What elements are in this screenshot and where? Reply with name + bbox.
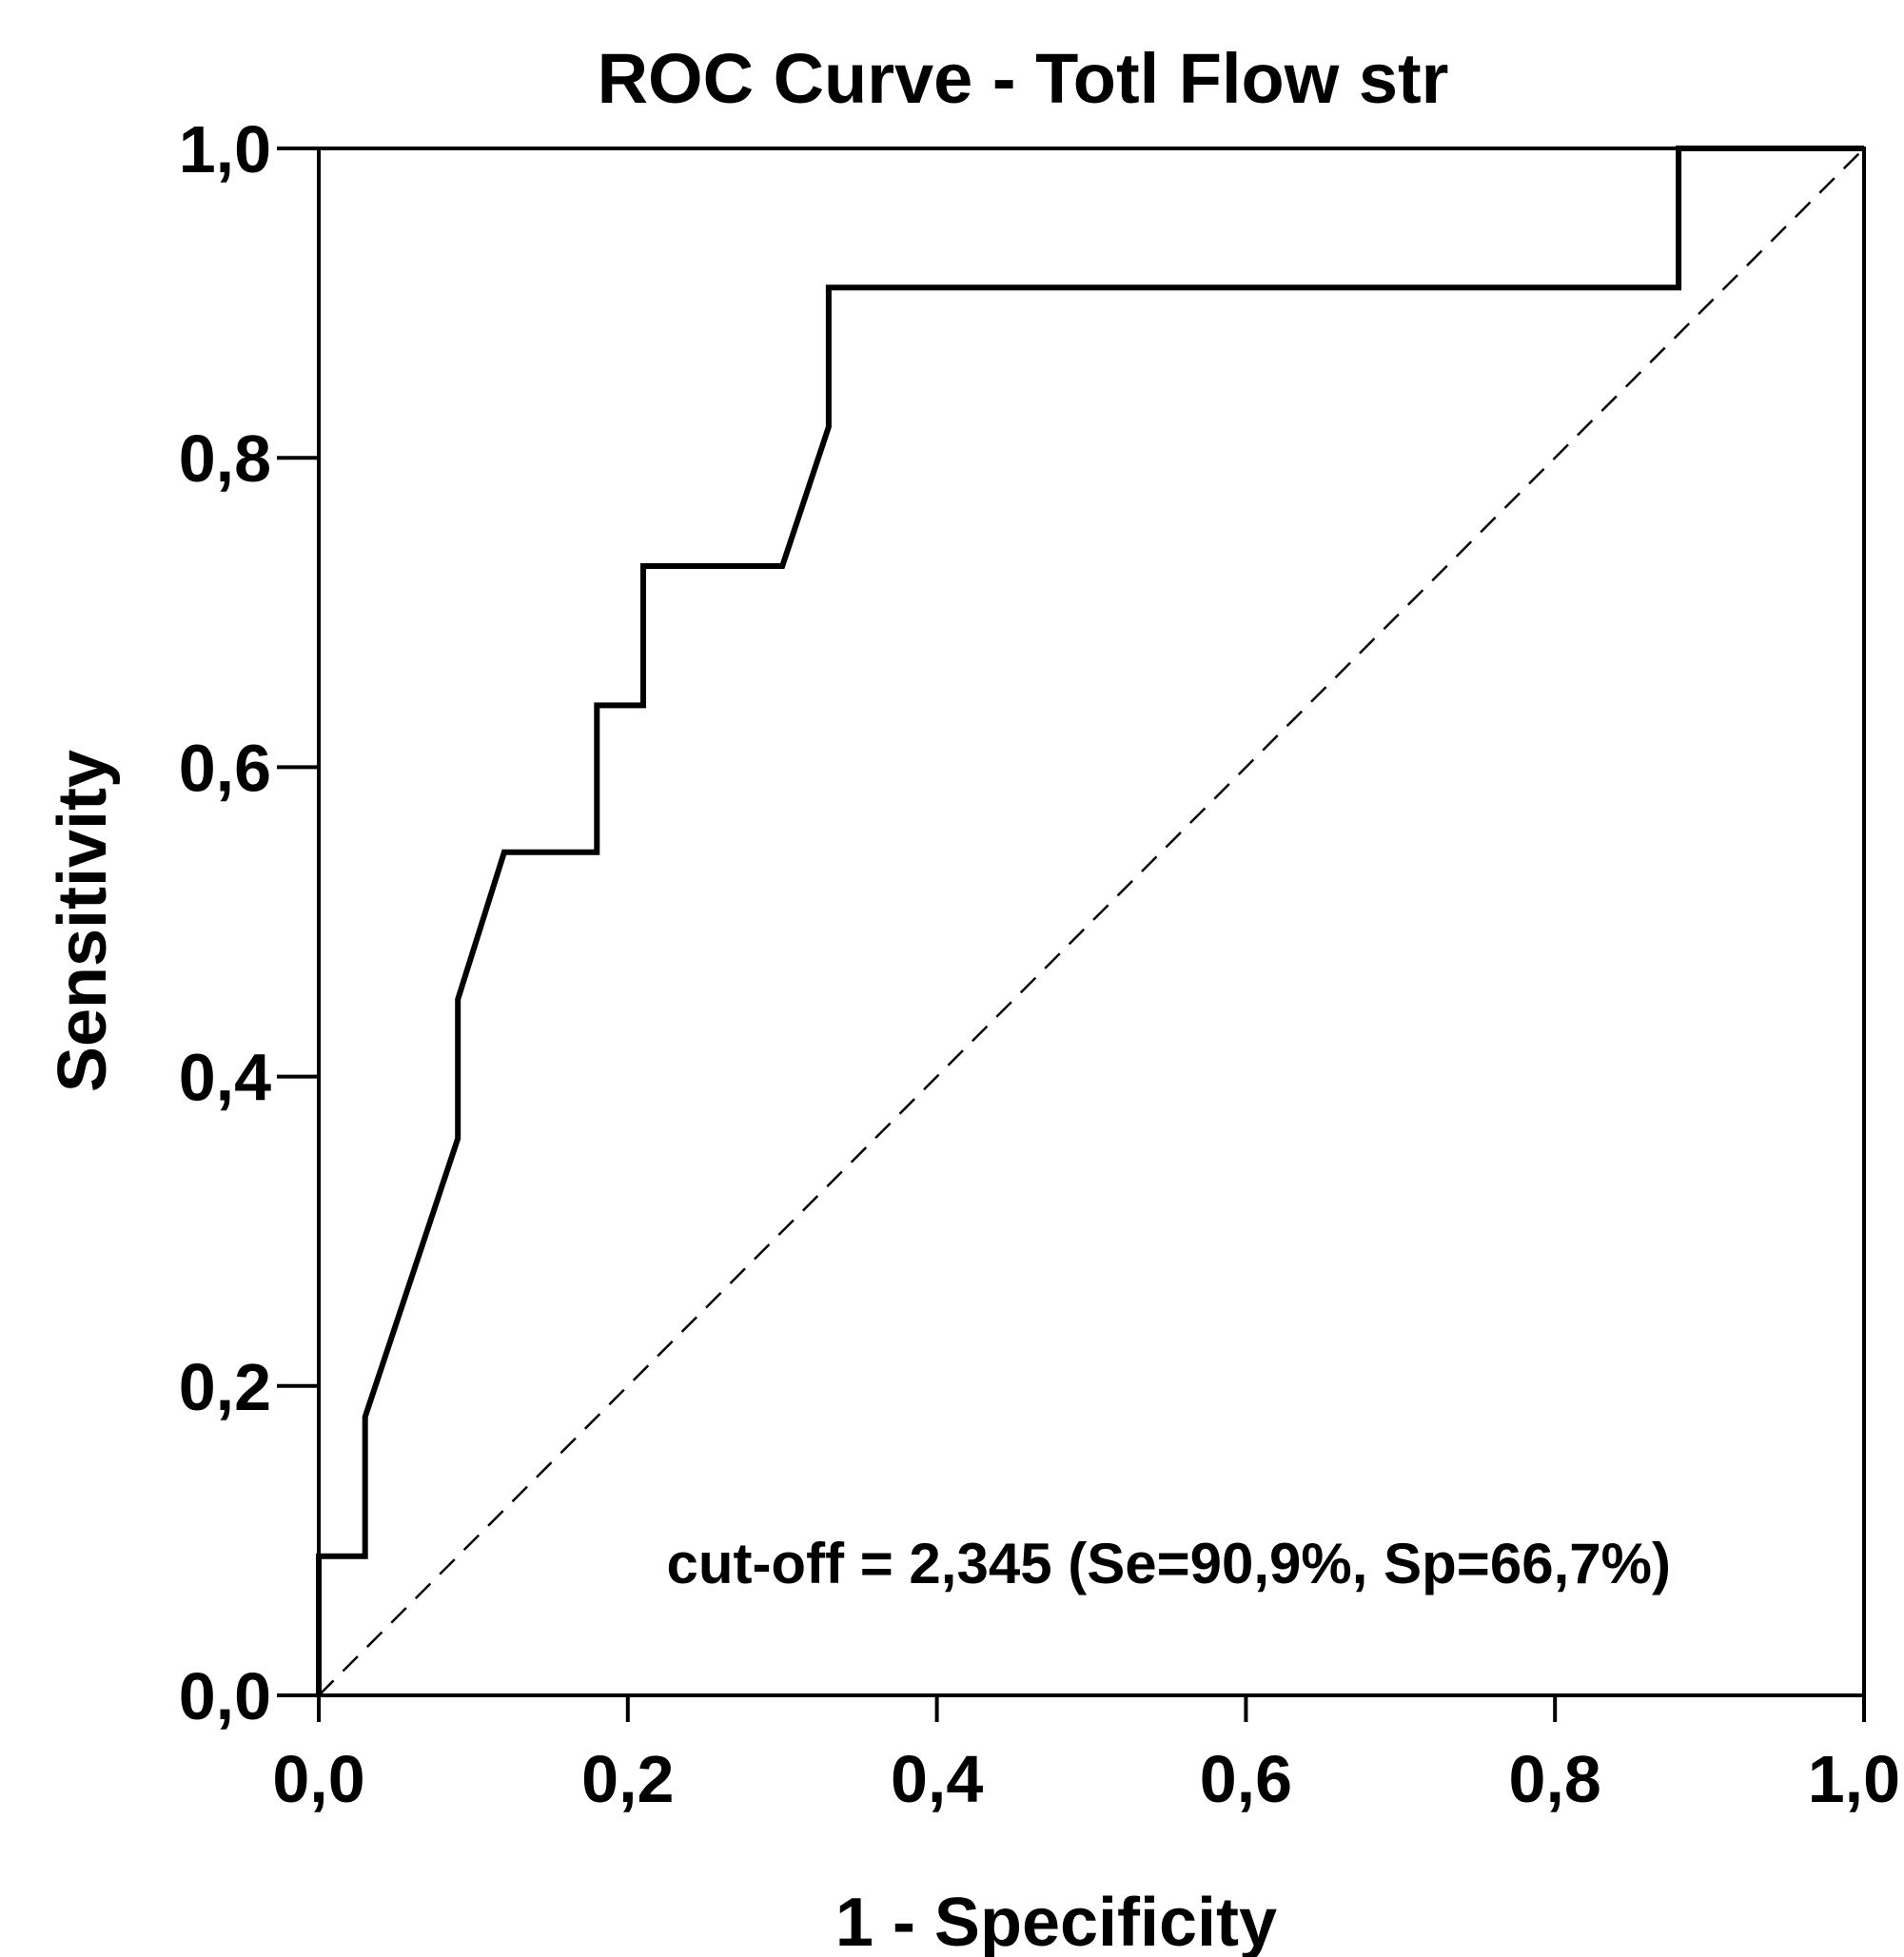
x-tick-label: 0,0 [272,1742,364,1816]
y-axis: 0,0 0,2 0,4 0,6 0,8 1,0 [179,112,319,1733]
plot-frame [317,147,1866,1697]
y-tick-label: 0,6 [179,731,271,805]
y-tick-label: 0,0 [179,1659,271,1733]
cutoff-annotation: cut-off = 2,345 (Se=90,9%, Sp=66,7%) [666,1532,1670,1595]
y-tick-label: 0,4 [179,1041,271,1115]
reference-diagonal-line [318,147,1865,1696]
y-tick-label: 1,0 [179,112,271,186]
x-tick-label: 0,2 [581,1742,674,1816]
x-tick-label: 1,0 [1808,1742,1900,1816]
x-tick-label: 0,4 [891,1742,983,1816]
x-tick-label: 0,6 [1200,1742,1292,1816]
x-axis: 0,0 0,2 0,4 0,6 0,8 1,0 [272,1695,1900,1816]
chart-title: ROC Curve - Totl Flow str [598,39,1449,118]
roc-curve-line [316,146,1864,1695]
x-tick-label: 0,8 [1509,1742,1601,1816]
series-layer [316,146,1865,1696]
y-tick-label: 0,2 [179,1350,271,1424]
y-axis-label: Sensitivity [45,750,121,1092]
y-tick-label: 0,8 [179,421,271,496]
x-axis-label: 1 - Specificity [835,1885,1277,1957]
